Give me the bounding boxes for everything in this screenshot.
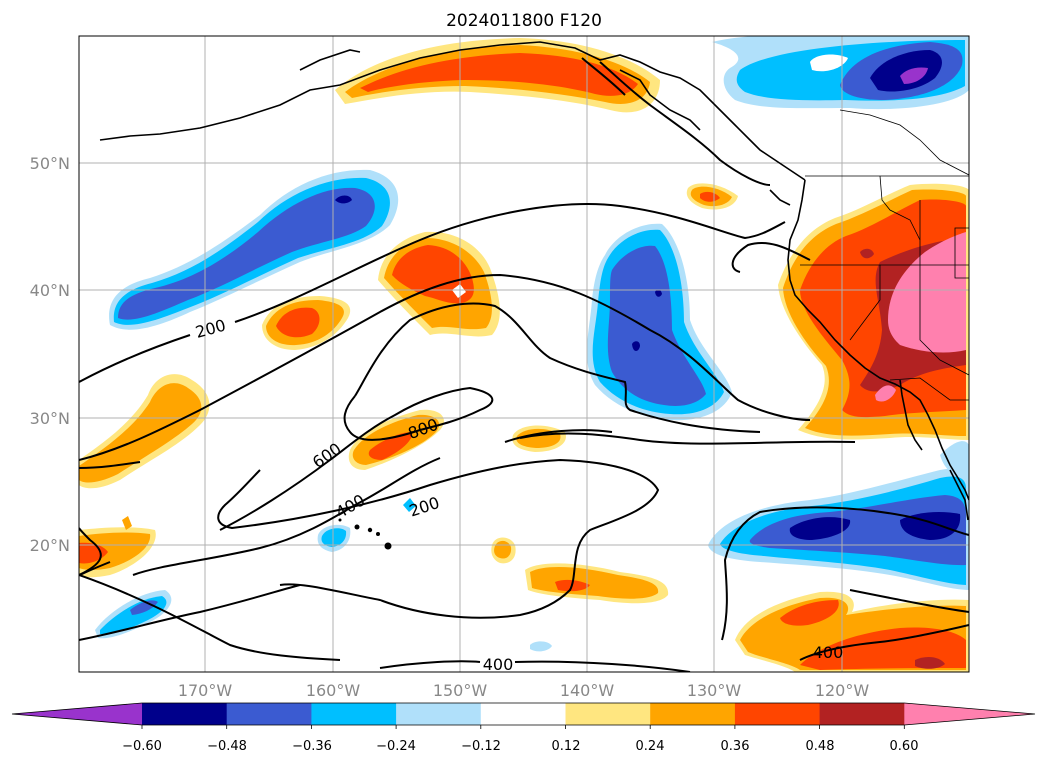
shade-blob-mid xyxy=(262,296,351,350)
lat-label: 30°N xyxy=(30,409,70,428)
contour-label: 400 xyxy=(483,655,514,674)
colorbar-tick-label: 0.60 xyxy=(890,739,919,754)
lon-label: 170°W xyxy=(178,681,233,700)
colorbar-segment xyxy=(142,703,228,725)
shade-se-positive xyxy=(735,591,969,672)
longitude-labels: 170°W 160°W 150°W 140°W 130°W 120°W xyxy=(178,681,870,700)
colorbar-segment xyxy=(311,703,397,725)
colorbar-extend-high xyxy=(904,703,1035,725)
shade-west-positive xyxy=(79,374,210,578)
lat-label: 50°N xyxy=(30,154,70,173)
contours xyxy=(79,57,969,672)
shade-gulf-negative xyxy=(712,36,969,110)
gridlines xyxy=(79,36,969,672)
lat-label: 20°N xyxy=(30,536,70,555)
shade-blob-north xyxy=(378,231,500,337)
colorbar-segment xyxy=(734,703,821,725)
political-borders xyxy=(800,109,969,401)
lon-label: 130°W xyxy=(687,681,742,700)
colorbar-extend-low xyxy=(12,703,142,725)
colorbar xyxy=(11,702,1036,729)
colorbar-segment xyxy=(396,703,482,725)
colorbar-tick-label: −0.60 xyxy=(122,739,162,754)
shade-se-negative xyxy=(708,441,969,590)
shade-central-positive xyxy=(348,183,738,604)
colorbar-tick-label: 0.48 xyxy=(806,739,835,754)
figure-title: 2024011800 F120 xyxy=(446,11,602,31)
colorbar-segment xyxy=(480,703,567,725)
colorbar-tick-label: 0.12 xyxy=(552,739,581,754)
coastlines xyxy=(99,41,969,521)
map-frame xyxy=(78,35,970,673)
colorbar-segment xyxy=(819,703,905,725)
colorbar-segment xyxy=(565,703,651,725)
shade-alaska-positive xyxy=(335,38,660,113)
colorbar-tick-label: −0.36 xyxy=(292,739,332,754)
latitude-labels: 50°N 40°N 30°N 20°N xyxy=(30,154,70,555)
colorbar-tick-label: −0.12 xyxy=(461,739,501,754)
lat-label: 40°N xyxy=(30,281,70,300)
colorbar-segment xyxy=(650,703,736,725)
colorbar-tick-label: 0.24 xyxy=(636,739,665,754)
lon-label: 120°W xyxy=(815,681,870,700)
hawaii-islands xyxy=(338,518,392,550)
shade-central-negative xyxy=(586,223,732,421)
lon-label: 150°W xyxy=(433,681,488,700)
colorbar-tick-label: −0.48 xyxy=(207,739,247,754)
lon-label: 140°W xyxy=(560,681,615,700)
colorbar-segment xyxy=(226,703,312,725)
contour-label: 400 xyxy=(813,643,844,662)
lon-label: 160°W xyxy=(306,681,361,700)
colorbar-tick-label: 0.36 xyxy=(721,739,750,754)
map-area: 200 600 400 800 200 400 400 xyxy=(79,36,969,674)
colorbar-tick-label: −0.24 xyxy=(376,739,416,754)
colorbar-ticks: −0.60 −0.48 −0.36 −0.24 −0.12 0.12 0.24 … xyxy=(122,739,918,754)
